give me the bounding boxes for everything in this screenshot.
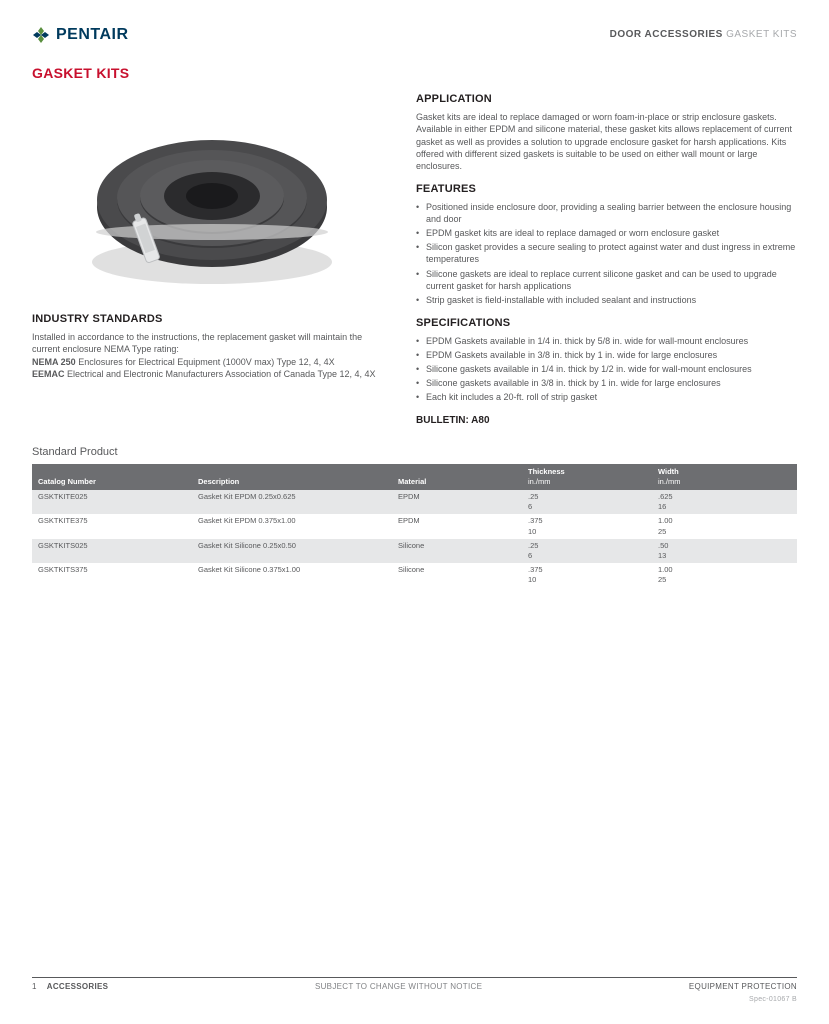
nema-label: NEMA 250 [32, 357, 76, 367]
th-catalog: Catalog Number [32, 464, 192, 490]
table-cell: GSKTKITE025 [32, 490, 192, 514]
table-cell: Silicone [392, 539, 522, 563]
table-cell: .37510 [522, 563, 652, 587]
brand-name: PENTAIR [56, 24, 129, 46]
table-cell: Gasket Kit EPDM 0.25x0.625 [192, 490, 392, 514]
industry-intro: Installed in accordance to the instructi… [32, 332, 362, 354]
page-footer: 1 ACCESSORIES SUBJECT TO CHANGE WITHOUT … [32, 977, 797, 1004]
table-cell: .37510 [522, 514, 652, 538]
th-label: Catalog Number [38, 477, 96, 486]
table-cell: .5013 [652, 539, 797, 563]
table-cell: Gasket Kit Silicone 0.25x0.50 [192, 539, 392, 563]
th-label: Width [658, 467, 679, 476]
table-row: GSKTKITS025Gasket Kit Silicone 0.25x0.50… [32, 539, 797, 563]
nema-text: Enclosures for Electrical Equipment (100… [76, 357, 335, 367]
breadcrumb-cat: DOOR ACCESSORIES [610, 29, 723, 40]
th-label: Material [398, 477, 426, 486]
bulletin: BULLETIN: A80 [416, 414, 797, 428]
table-cell: EPDM [392, 514, 522, 538]
application-text: Gasket kits are ideal to replace damaged… [416, 111, 797, 172]
pentair-logo-icon [32, 26, 50, 44]
table-cell: EPDM [392, 490, 522, 514]
table-caption: Standard Product [32, 445, 797, 460]
table-cell: .256 [522, 490, 652, 514]
industry-heading: INDUSTRY STANDARDS [32, 312, 392, 327]
list-item: Each kit includes a 20-ft. roll of strip… [416, 391, 797, 403]
breadcrumb: DOOR ACCESSORIES GASKET KITS [610, 28, 797, 42]
table-cell: .256 [522, 539, 652, 563]
breadcrumb-sub: GASKET KITS [726, 29, 797, 40]
list-item: Silicone gaskets are ideal to replace cu… [416, 268, 797, 292]
table-row: GSKTKITS375Gasket Kit Silicone 0.375x1.0… [32, 563, 797, 587]
table-row: GSKTKITE025Gasket Kit EPDM 0.25x0.625EPD… [32, 490, 797, 514]
list-item: EPDM gasket kits are ideal to replace da… [416, 227, 797, 239]
footer-notice: SUBJECT TO CHANGE WITHOUT NOTICE [108, 982, 689, 993]
page-number: 1 [32, 982, 37, 993]
th-thickness: Thicknessin./mm [522, 464, 652, 490]
table-cell: GSKTKITS375 [32, 563, 192, 587]
list-item: EPDM Gaskets available in 1/4 in. thick … [416, 335, 797, 347]
table-cell: GSKTKITS025 [32, 539, 192, 563]
specs-list: EPDM Gaskets available in 1/4 in. thick … [416, 335, 797, 404]
brand-logo: PENTAIR [32, 24, 129, 46]
table-cell: Silicone [392, 563, 522, 587]
table-cell: 1.0025 [652, 563, 797, 587]
table-cell: Gasket Kit EPDM 0.375x1.00 [192, 514, 392, 538]
list-item: Silicone gaskets available in 3/8 in. th… [416, 377, 797, 389]
specs-heading: SPECIFICATIONS [416, 316, 797, 331]
page-header: PENTAIR DOOR ACCESSORIES GASKET KITS [32, 24, 797, 46]
footer-section: ACCESSORIES [47, 982, 109, 993]
th-label: Thickness [528, 467, 565, 476]
th-description: Description [192, 464, 392, 490]
table-header-row: Catalog Number Description Material Thic… [32, 464, 797, 490]
list-item: Strip gasket is field-installable with i… [416, 294, 797, 306]
table-cell: .62516 [652, 490, 797, 514]
th-sublabel: in./mm [658, 477, 791, 487]
th-width: Widthin./mm [652, 464, 797, 490]
table-row: GSKTKITE375Gasket Kit EPDM 0.375x1.00EPD… [32, 514, 797, 538]
table-cell: Gasket Kit Silicone 0.375x1.00 [192, 563, 392, 587]
product-table: Catalog Number Description Material Thic… [32, 464, 797, 587]
industry-text: Installed in accordance to the instructi… [32, 331, 392, 380]
table-cell: GSKTKITE375 [32, 514, 192, 538]
list-item: Silicone gaskets available in 1/4 in. th… [416, 363, 797, 375]
eemac-text: Electrical and Electronic Manufacturers … [65, 369, 376, 379]
features-list: Positioned inside enclosure door, provid… [416, 201, 797, 306]
features-heading: FEATURES [416, 182, 797, 197]
th-material: Material [392, 464, 522, 490]
page-title: GASKET KITS [32, 64, 797, 83]
application-heading: APPLICATION [416, 92, 797, 107]
list-item: EPDM Gaskets available in 3/8 in. thick … [416, 349, 797, 361]
footer-spec: Spec-01067 B [689, 995, 797, 1004]
table-cell: 1.0025 [652, 514, 797, 538]
th-label: Description [198, 477, 239, 486]
eemac-label: EEMAC [32, 369, 65, 379]
product-image [32, 92, 372, 302]
list-item: Positioned inside enclosure door, provid… [416, 201, 797, 225]
th-sublabel: in./mm [528, 477, 646, 487]
footer-right-1: EQUIPMENT PROTECTION [689, 982, 797, 991]
list-item: Silicon gasket provides a secure sealing… [416, 241, 797, 265]
